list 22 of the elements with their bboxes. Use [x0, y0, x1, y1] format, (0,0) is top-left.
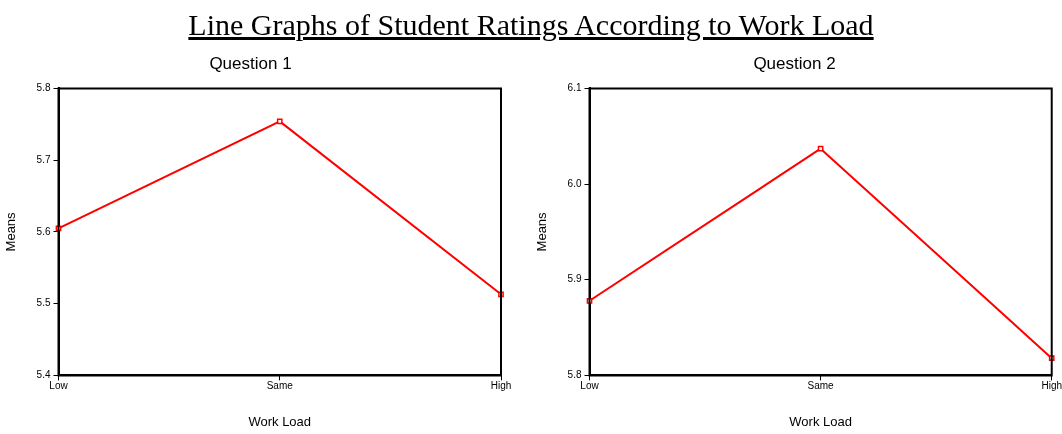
y-axis-title: Means: [534, 211, 550, 252]
y-tick-label: 5.9: [567, 273, 582, 285]
y-tick-label: 5.5: [36, 297, 51, 309]
x-axis-title: Work Load: [789, 413, 852, 429]
y-tick-label: 6.0: [567, 177, 582, 189]
x-axis-title: Work Load: [248, 413, 312, 429]
chart-title: Question 1: [209, 53, 292, 73]
chart-title: Question 2: [753, 53, 836, 73]
x-tick-label: Low: [49, 380, 69, 392]
y-axis-title: Means: [3, 211, 19, 252]
x-tick-label: Low: [580, 380, 600, 392]
x-tick-label: Same: [266, 380, 294, 392]
y-tick-label: 5.8: [36, 82, 51, 94]
y-tick-label: 5.4: [36, 369, 51, 381]
x-tick-label: Same: [807, 380, 835, 392]
y-tick-label: 5.6: [36, 225, 51, 237]
y-tick-label: 5.7: [36, 153, 51, 165]
x-tick-label: High: [490, 380, 512, 392]
y-tick-label: 5.8: [567, 369, 582, 381]
x-tick-label: High: [1041, 380, 1062, 392]
y-tick-label: 6.1: [567, 82, 582, 94]
text: Line Graphs of Student Ratings According to Work Load: [188, 8, 874, 41]
